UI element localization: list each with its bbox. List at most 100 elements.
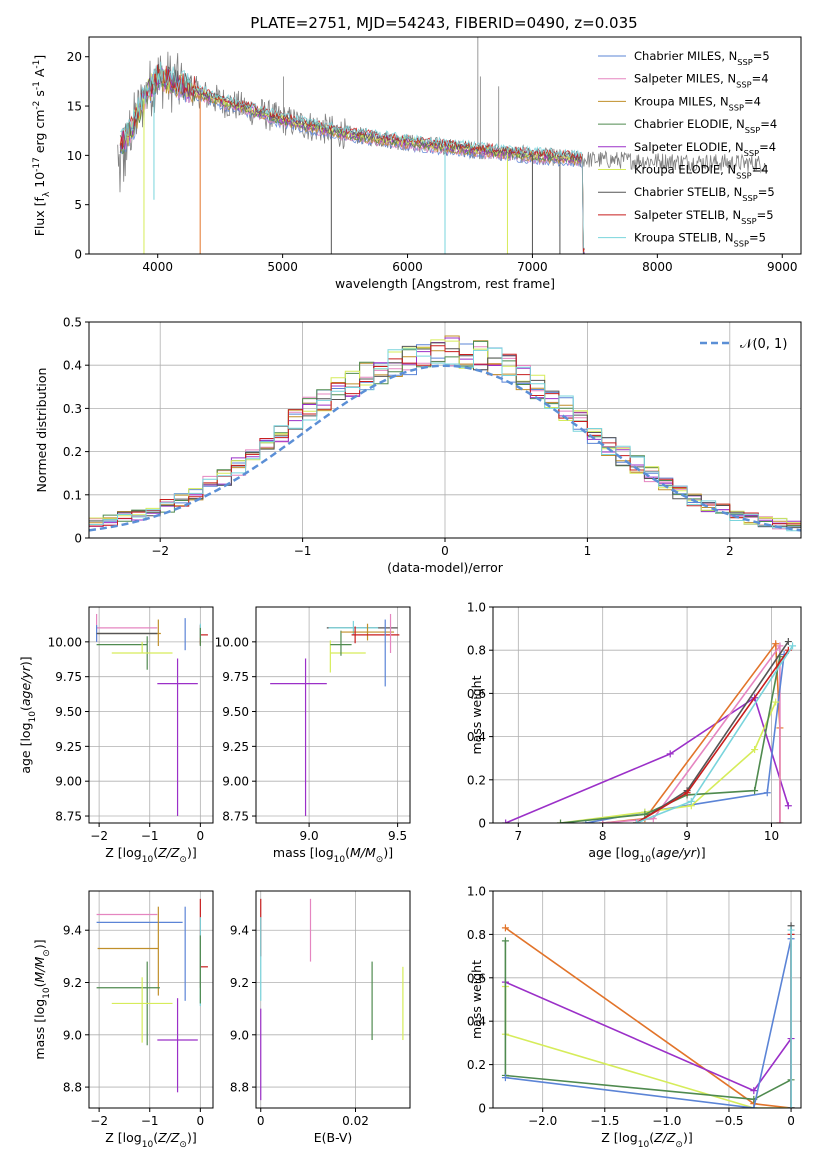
plot-area xyxy=(89,335,801,532)
x-axis-label: Z [log10(Z/Z⊙)] xyxy=(105,1130,196,1150)
mass-weight-marker xyxy=(776,642,784,650)
y-tick-label: 8.8 xyxy=(230,1081,249,1095)
mass-weight-marker xyxy=(763,789,771,797)
histogram-legend: 𝒩(0, 1) xyxy=(700,337,787,352)
x-axis-label: wavelength [Angstrom, rest frame] xyxy=(335,276,555,291)
y-tick-label: 1.0 xyxy=(467,601,486,615)
model-spectrum xyxy=(119,69,585,254)
plot-area xyxy=(502,638,797,823)
x-tick-label: 4000 xyxy=(142,260,173,274)
y-tick-label: 9.00 xyxy=(55,775,82,789)
legend-label: 𝒩(0, 1) xyxy=(740,337,787,352)
model-spectrum xyxy=(120,61,585,249)
y-tick-label: 0 xyxy=(478,817,486,831)
y-tick-label: 0 xyxy=(478,1102,486,1116)
y-axis-label: mass weight xyxy=(469,960,484,1039)
mass-weight-marker xyxy=(750,1087,758,1095)
mass-weight-line xyxy=(504,927,792,1108)
x-tick-label: −2 xyxy=(90,1114,108,1128)
mass-weight-marker xyxy=(789,642,797,650)
x-axis-label: (data-model)/error xyxy=(387,560,504,575)
chart-title: PLATE=2751, MJD=54243, FIBERID=0490, z=0… xyxy=(250,14,637,32)
y-tick-label: 0.5 xyxy=(63,316,82,330)
y-tick-label: 9.50 xyxy=(55,705,82,719)
y-tick-label: 9.75 xyxy=(55,670,82,684)
mass-weight-marker xyxy=(687,797,695,805)
y-axis-label: Flux [fλ 10-17 erg cm-2 s-1 A-1] xyxy=(32,55,52,237)
x-tick-label: 0 xyxy=(257,1114,265,1128)
x-tick-label: 0 xyxy=(441,544,449,558)
axes-frame xyxy=(255,606,411,824)
y-tick-label: 9.4 xyxy=(63,924,82,938)
histogram-series xyxy=(89,347,801,532)
x-tick-label: −1.5 xyxy=(590,1114,619,1128)
y-tick-label: 9.50 xyxy=(222,705,249,719)
y-tick-label: 8.75 xyxy=(222,810,249,824)
mass-weight-marker xyxy=(501,1074,509,1082)
y-tick-label: 0.8 xyxy=(467,644,486,658)
mass-weight-marker xyxy=(772,640,780,648)
mass-weight-line xyxy=(602,643,781,823)
y-axis-label: mass [log10(M/M⊙)] xyxy=(32,939,52,1059)
x-tick-label: 0.02 xyxy=(342,1114,369,1128)
x-tick-label: 10 xyxy=(764,829,779,843)
model-spectrum xyxy=(119,64,585,252)
legend-label: Salpeter MILES, NSSP=4 xyxy=(634,72,769,90)
x-tick-label: 0 xyxy=(197,829,205,843)
x-tick-label: −1.0 xyxy=(652,1114,681,1128)
y-tick-label: 1.0 xyxy=(467,885,486,899)
x-axis-label: Z [log10(Z/Z⊙)] xyxy=(601,1130,692,1150)
y-tick-label: 0.2 xyxy=(467,773,486,787)
y-tick-label: 20 xyxy=(67,50,82,64)
plot-area xyxy=(96,898,208,1093)
spectrum-axes: 4000 5000 6000 7000 8000 9000 0 5 10 15 20 waveleng… xyxy=(32,36,802,291)
x-axis-label: mass [log10(M/M⊙)] xyxy=(273,845,393,865)
mass-weight-marker xyxy=(683,789,691,797)
y-axis-label: mass weight xyxy=(469,675,484,754)
x-tick-label: 7000 xyxy=(517,260,548,274)
x-tick-label: −2.0 xyxy=(528,1114,557,1128)
legend-label: Kroupa ELODIE, NSSP=4 xyxy=(634,163,769,181)
y-tick-label: 9.0 xyxy=(230,1028,249,1042)
legend-label: Salpeter ELODIE, NSSP=4 xyxy=(634,140,776,158)
y-tick-label: 0.8 xyxy=(467,928,486,942)
y-tick-label: 0 xyxy=(74,248,82,262)
mass-weight-marker xyxy=(502,819,510,823)
x-tick-label: 8 xyxy=(599,829,607,843)
axes-frame xyxy=(88,36,802,255)
x-tick-label: −2 xyxy=(151,544,169,558)
y-tick-label: 9.4 xyxy=(230,924,249,938)
axes-frame xyxy=(88,606,214,824)
histogram-axes: −2 −1 0 1 2 0 0.1 0.2 0.3 0.4 0.5 (data-model)/erro… xyxy=(34,316,802,575)
mass-weight-marker xyxy=(784,802,792,810)
legend-label: Chabrier ELODIE, NSSP=4 xyxy=(634,117,777,135)
y-tick-label: 0.2 xyxy=(63,445,82,459)
y-tick-label: 9.25 xyxy=(222,740,249,754)
spectrum-legend: Chabrier MILES, NSSP=5 Salpeter MILES, NS… xyxy=(598,49,777,249)
x-tick-label: 6000 xyxy=(392,260,423,274)
mass-weight-marker xyxy=(787,926,795,934)
mass-weight-marker xyxy=(772,698,780,706)
y-tick-label: 9.00 xyxy=(222,775,249,789)
y-tick-label: 9.2 xyxy=(230,976,249,990)
plot-area xyxy=(117,37,767,254)
normal-curve xyxy=(89,364,801,532)
x-tick-label: −1 xyxy=(141,829,159,843)
legend-label: Salpeter STELIB, NSSP=5 xyxy=(634,208,774,226)
mass-weight-marker xyxy=(776,819,784,823)
y-tick-label: 10.00 xyxy=(48,635,82,649)
mass-weight-marker xyxy=(501,924,509,932)
plot-area xyxy=(95,613,208,817)
y-tick-label: 10 xyxy=(67,149,82,163)
mass-weight-marker xyxy=(787,1104,795,1108)
mass-weight-marker xyxy=(501,937,509,945)
plot-area xyxy=(501,922,795,1108)
massweight-vs-Z-axes: −2.0 −1.5 −1.0 −0.5 0 0 0.2 0.4 0.6 0.8 1.0 Z [log1… xyxy=(467,885,802,1150)
y-tick-label: 10.00 xyxy=(215,635,249,649)
y-tick-label: 9.25 xyxy=(55,740,82,754)
x-tick-label: −1 xyxy=(141,1114,159,1128)
massweight-vs-age-axes: 7 8 9 10 0 0.2 0.4 0.6 0.8 1.0 age [log10(age/yr)]… xyxy=(467,601,802,865)
y-tick-label: 15 xyxy=(67,100,82,114)
legend-label: Chabrier MILES, NSSP=5 xyxy=(634,49,770,67)
